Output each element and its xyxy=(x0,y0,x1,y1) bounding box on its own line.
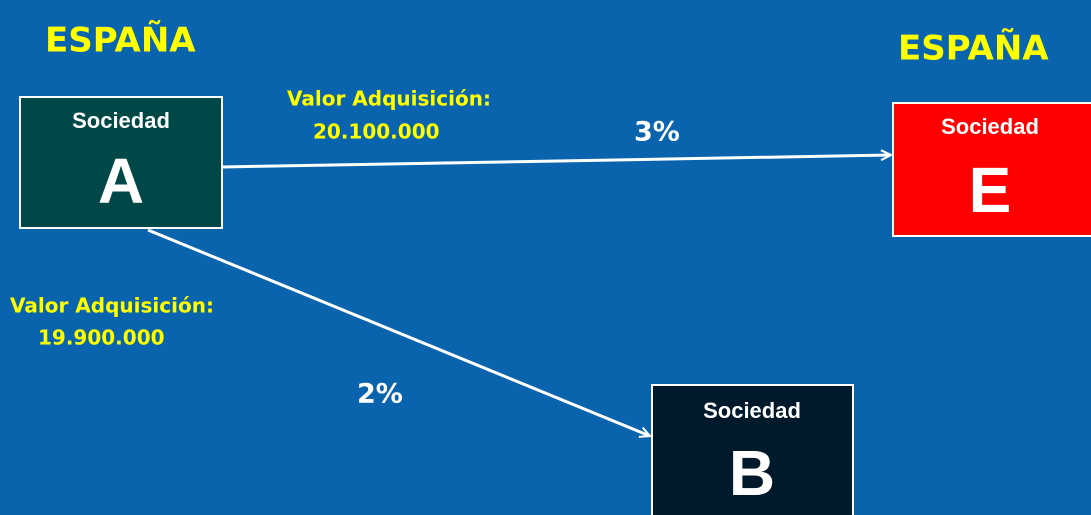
node-box xyxy=(651,384,854,515)
node-letter: B xyxy=(729,437,775,509)
edge-amount: 19.900.000 xyxy=(38,326,165,350)
node-title: Sociedad xyxy=(703,398,801,423)
edge-amount: 20.100.000 xyxy=(313,120,440,144)
edge-label: Valor Adquisición: xyxy=(10,294,214,318)
edge-label: Valor Adquisición: xyxy=(287,87,491,111)
node-box xyxy=(892,102,1091,237)
region-label: ESPAÑA xyxy=(898,28,1049,69)
node-title: Sociedad xyxy=(941,114,1039,139)
node-title: Sociedad xyxy=(72,108,170,133)
node-letter: E xyxy=(969,154,1012,226)
node-letter: A xyxy=(98,145,144,217)
arrow xyxy=(147,228,650,436)
arrow xyxy=(221,155,891,169)
edge-percent: 3% xyxy=(634,117,680,148)
node-box xyxy=(19,96,223,229)
region-label: ESPAÑA xyxy=(45,20,196,61)
edge-percent: 2% xyxy=(357,379,403,410)
